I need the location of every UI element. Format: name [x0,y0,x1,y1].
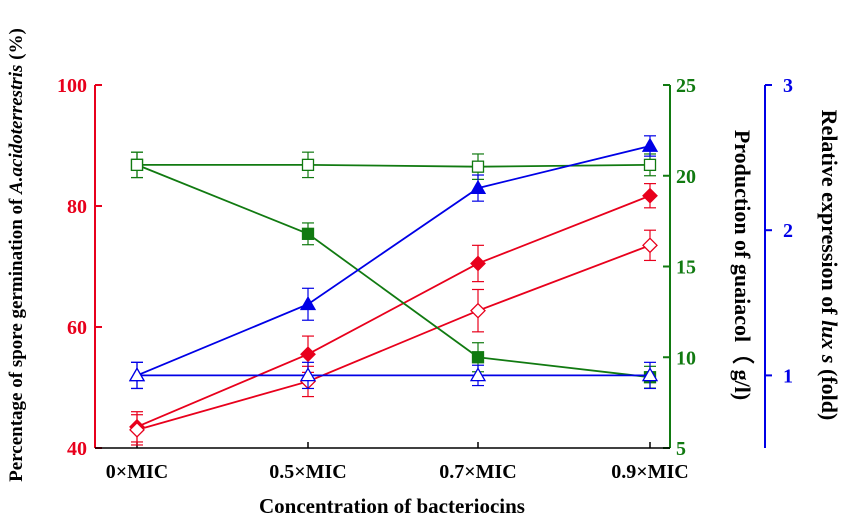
series-right1-square-open [130,151,657,180]
data-point-diamond [300,346,316,363]
data-point-triangle [469,367,487,382]
data-point-square [301,227,315,240]
axes-layer: 40 60 80 100 5 10 15 20 25 1 2 3 0×MIC 0.5×MIC 0.7×MIC… [57,75,793,483]
data-point-diamond [642,237,658,254]
right2-axis-title-prefix: Relative expression of [817,110,842,320]
left-axis-title-italic: A.acidoterrestris [6,65,27,195]
data-point-triangle [641,137,659,152]
data-point-triangle [469,179,487,194]
right2-axis-tick-label: 2 [783,220,793,242]
data-point-diamond [470,302,486,319]
data-point-diamond [470,255,486,272]
series-left-diamond-filled [129,183,658,443]
series-layer [128,135,659,446]
right2-axis-tick-label: 1 [783,365,793,387]
right2-axis-title: Relative expression of lux s (fold) [817,110,842,421]
data-point-triangle [641,367,659,382]
series-line [137,163,651,168]
left-axis-title-prefix: Percentage of spore germination of [6,194,27,482]
data-point-square [471,160,485,173]
data-point-diamond [642,187,658,204]
left-axis-tick-label: 40 [67,438,87,460]
series-right2-triangle-filled [128,135,659,390]
data-point-square [130,158,144,172]
left-axis-tick-label: 60 [67,317,87,339]
x-axis-tick-label: 0.9×MIC [611,461,689,483]
x-axis-tick-label: 0×MIC [106,461,169,483]
left-axis-title-suffix: (%) [6,28,27,64]
right2-axis-title-italic: lux s [817,320,842,363]
series-line [136,145,651,377]
series-right2-triangle-open [128,361,659,390]
data-point-square [301,158,315,172]
right1-axis-tick-label: 10 [676,347,696,369]
data-point-diamond [129,421,145,438]
right1-axis-tick-label: 20 [676,166,696,188]
x-axis-tick-label: 0.5×MIC [269,461,347,483]
right1-axis-tick-label: 5 [676,438,686,460]
x-axis-tick-label: 0.7×MIC [439,461,517,483]
series-line [136,194,651,428]
right1-axis-title: Production of guaiacol（ g/l) [730,130,755,400]
right1-axis-tick-label: 15 [676,257,696,279]
data-point-triangle [299,295,317,311]
left-axis-title: Percentage of spore germination of A.aci… [6,28,27,482]
x-axis-title: Concentration of bacteriocins [259,494,525,518]
data-point-square [643,158,657,172]
data-point-square [471,351,485,364]
right2-axis-tick-label: 3 [783,75,793,97]
series-left-diamond-open [129,229,658,446]
left-axis-tick-label: 100 [57,75,87,97]
left-axis-tick-label: 80 [67,196,87,218]
series-line [136,164,651,379]
series-line [136,244,651,431]
series-right1-square-filled [130,151,657,389]
data-point-triangle [299,367,317,382]
right1-axis-tick-label: 25 [676,75,696,97]
right2-axis-title-suffix: (fold) [817,364,842,421]
data-point-triangle [128,367,146,382]
